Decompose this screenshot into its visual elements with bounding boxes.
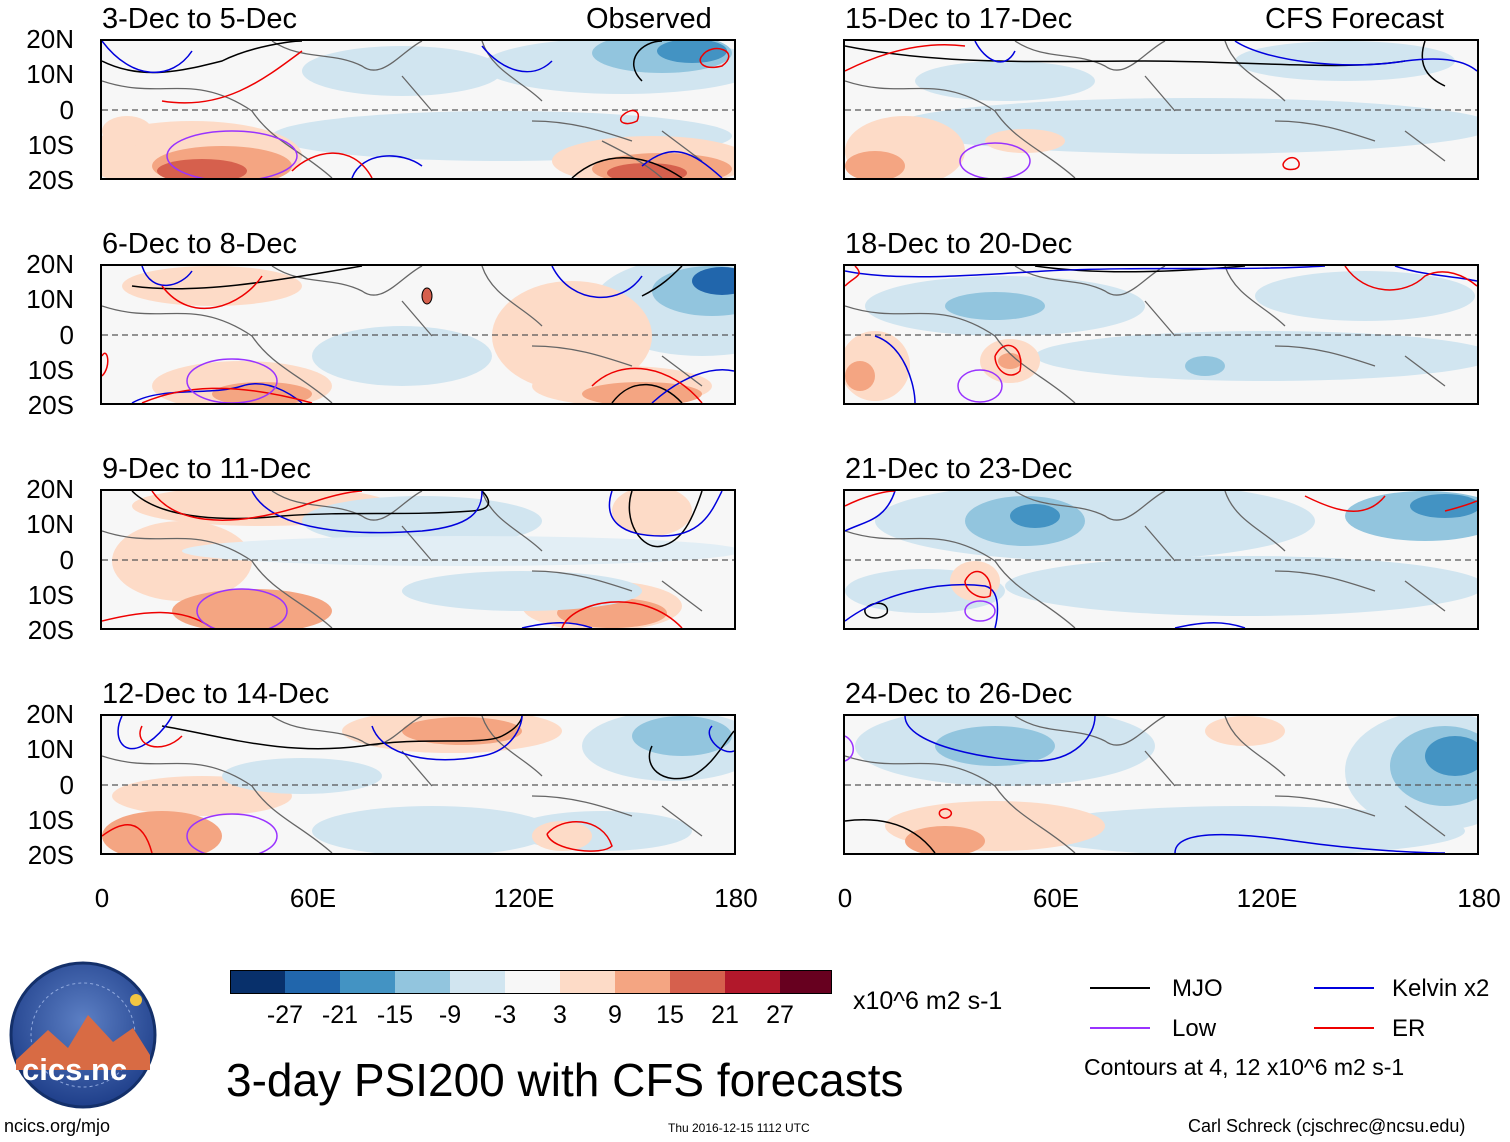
map-panel-forecast-2 (843, 264, 1479, 405)
footer-timestamp: Thu 2016-12-15 1112 UTC (668, 1121, 810, 1135)
colorbar-label: -27 (266, 1001, 304, 1029)
observed-label: Observed (586, 3, 712, 35)
legend-label-kelvin: Kelvin x2 (1392, 975, 1490, 1002)
colorbar-swatch (615, 970, 670, 994)
colorbar-swatch (725, 970, 780, 994)
colorbar-label: -15 (376, 1001, 414, 1029)
panel-title: 9-Dec to 11-Dec (102, 453, 311, 485)
main-title: 3-day PSI200 with CFS forecasts (226, 1054, 904, 1106)
y-tick-label: 10N (26, 284, 74, 314)
colorbar-units: x10^6 m2 s-1 (853, 987, 1003, 1015)
y-tick-label: 10S (27, 130, 74, 160)
legend-label-low: Low (1172, 1015, 1217, 1042)
footer-author: Carl Schreck (cjschrec@ncsu.edu) (1188, 1116, 1466, 1136)
y-tick-label: 20N (26, 474, 74, 504)
map-panel-observed-1 (100, 39, 736, 180)
y-tick-label: 0 (59, 320, 74, 350)
x-tick-label: 120E (493, 883, 555, 913)
colorbar-swatch (560, 970, 615, 994)
map-panel-observed-2 (100, 264, 736, 405)
y-tick-label: 10N (26, 734, 74, 764)
forecast-label: CFS Forecast (1265, 3, 1444, 35)
cics-logo: cics.nc (8, 960, 158, 1110)
x-tick-label: 180 (714, 883, 758, 913)
x-tick-label: 60E (289, 883, 337, 913)
y-tick-label: 20N (26, 699, 74, 729)
y-tick-label: 20S (27, 165, 74, 195)
x-tick-label: 60E (1032, 883, 1080, 913)
y-tick-label: 10S (27, 355, 74, 385)
colorbar-label: 15 (656, 1001, 684, 1029)
map-panel-forecast-3 (843, 489, 1479, 630)
legend-line-kelvin (1314, 987, 1374, 989)
colorbar-label: 21 (711, 1001, 739, 1029)
y-tick-label: 20S (27, 390, 74, 420)
map-panel-observed-3 (100, 489, 736, 630)
y-tick-label: 20S (27, 840, 74, 870)
logo-text: cics.nc (22, 1052, 128, 1087)
colorbar-label: 27 (766, 1001, 794, 1029)
footer-site: ncics.org/mjo (4, 1116, 111, 1136)
colorbar-swatch (780, 970, 832, 994)
y-tick-label: 0 (59, 770, 74, 800)
colorbar-swatch (340, 970, 395, 994)
colorbar-frame (230, 970, 832, 994)
colorbar-swatch (670, 970, 725, 994)
y-tick-label: 20N (26, 249, 74, 279)
x-tick-label: 0 (837, 883, 853, 913)
panel-title: 3-Dec to 5-Dec (102, 3, 298, 35)
legend-line-low (1090, 1027, 1150, 1029)
colorbar-label: -9 (438, 1001, 462, 1029)
panel-title: 15-Dec to 17-Dec (845, 3, 1073, 35)
panel-title: 21-Dec to 23-Dec (845, 453, 1073, 485)
colorbar-label: -21 (321, 1001, 359, 1029)
legend-label-er: ER (1392, 1015, 1426, 1042)
panel-title: 18-Dec to 20-Dec (845, 228, 1073, 260)
colorbar-swatch (285, 970, 340, 994)
y-tick-label: 20S (27, 615, 74, 645)
legend-line-mjo (1090, 987, 1150, 989)
map-panel-forecast-1 (843, 39, 1479, 180)
colorbar-label: -3 (493, 1001, 517, 1029)
y-tick-label: 10N (26, 59, 74, 89)
y-tick-label: 0 (59, 95, 74, 125)
panel-title: 12-Dec to 14-Dec (102, 678, 330, 710)
panel-title: 6-Dec to 8-Dec (102, 228, 298, 260)
colorbar-swatch (395, 970, 450, 994)
colorbar-label: 3 (553, 1001, 567, 1029)
colorbar-swatch (230, 970, 285, 994)
y-tick-label: 10S (27, 580, 74, 610)
y-tick-label: 10S (27, 805, 74, 835)
colorbar-swatch (505, 970, 560, 994)
map-panel-forecast-4 (843, 714, 1479, 855)
x-tick-label: 0 (94, 883, 110, 913)
y-tick-label: 10N (26, 509, 74, 539)
map-panel-observed-4 (100, 714, 736, 855)
y-tick-label: 0 (59, 545, 74, 575)
colorbar-swatch (450, 970, 505, 994)
legend-line-er (1314, 1027, 1374, 1029)
x-tick-label: 120E (1236, 883, 1298, 913)
x-tick-label: 180 (1457, 883, 1501, 913)
y-tick-label: 20N (26, 24, 74, 54)
colorbar-label: 9 (608, 1001, 622, 1029)
legend-label-mjo: MJO (1172, 975, 1223, 1002)
panel-title: 24-Dec to 26-Dec (845, 678, 1073, 710)
contours-note: Contours at 4, 12 x10^6 m2 s-1 (1084, 1054, 1405, 1080)
